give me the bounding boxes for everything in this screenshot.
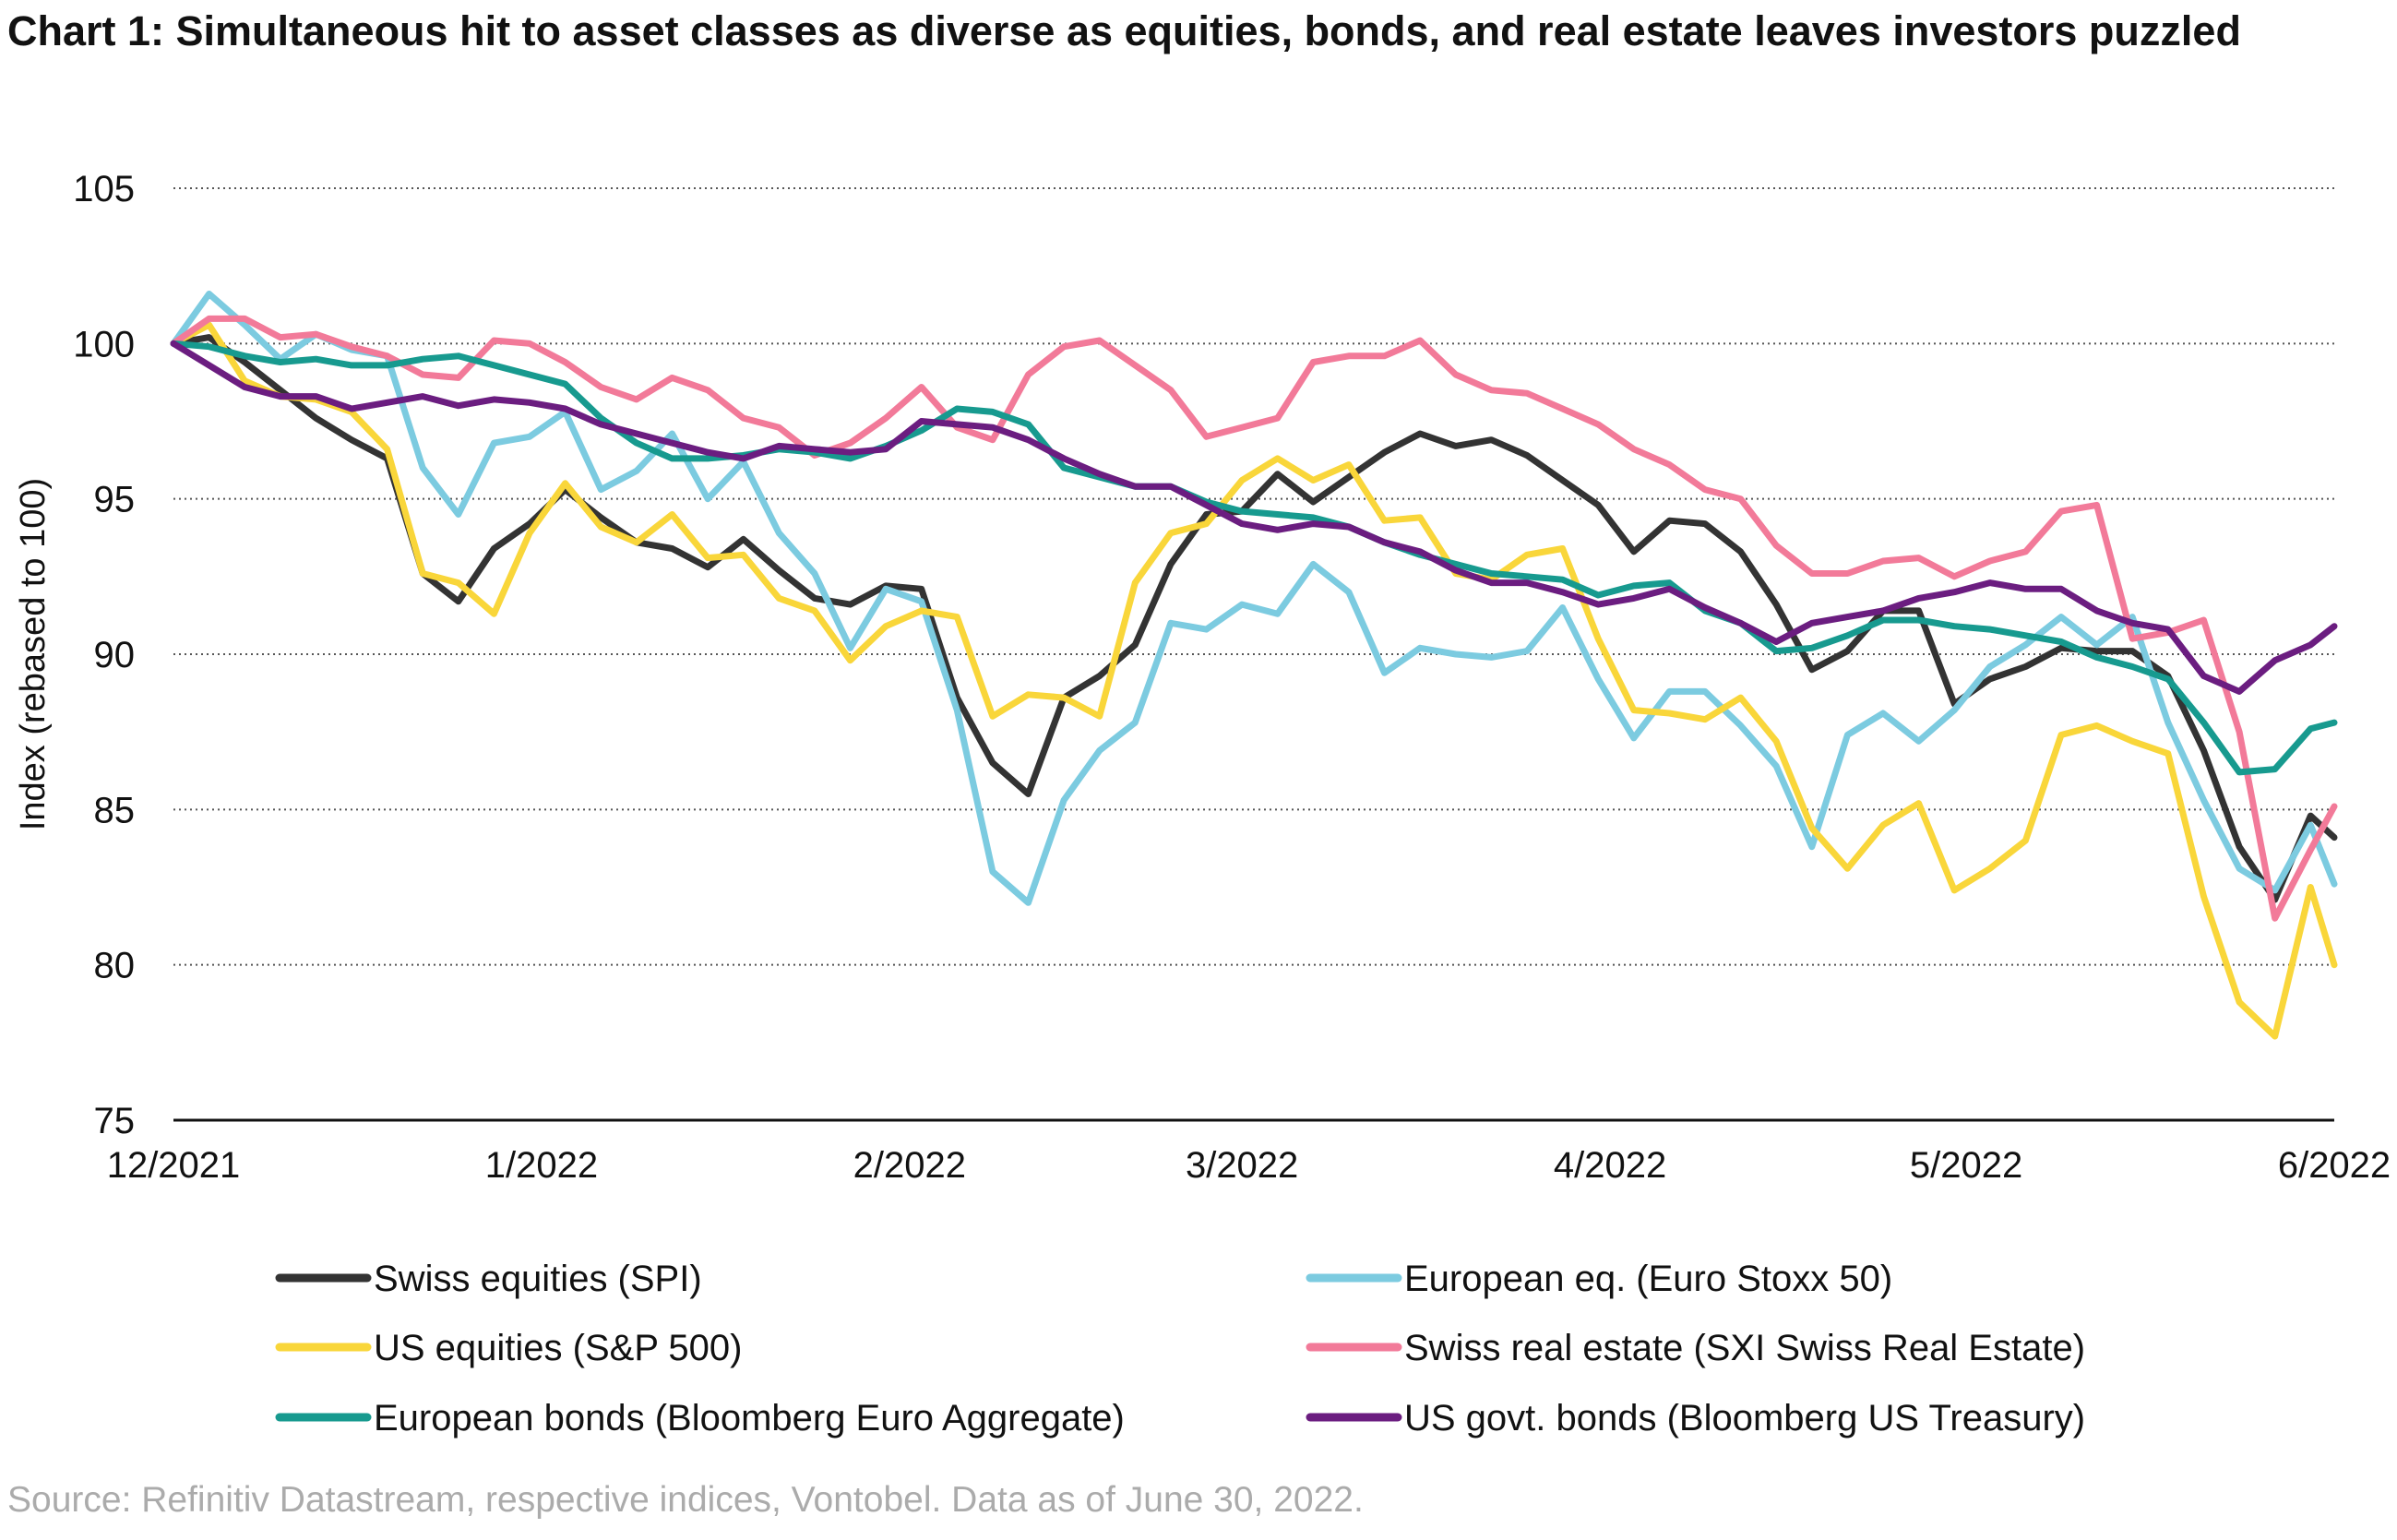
x-tick-label: 3/2022 — [1186, 1145, 1298, 1186]
source-note: Source: Refinitiv Datastream, respective… — [7, 1480, 1364, 1520]
legend-label: Swiss equities (SPI) — [374, 1259, 702, 1299]
x-tick-label: 6/2022 — [2278, 1145, 2391, 1186]
y-tick-label: 90 — [94, 635, 136, 675]
y-axis-label: Index (rebased to 100) — [14, 478, 53, 830]
x-tick-label: 12/2021 — [107, 1145, 241, 1186]
y-tick-label: 95 — [94, 480, 136, 520]
x-tick-label: 5/2022 — [1910, 1145, 2022, 1186]
series-line-5 — [170, 340, 2338, 776]
x-tick-label: 2/2022 — [853, 1145, 966, 1186]
legend-label: European eq. (Euro Stoxx 50) — [1404, 1259, 1892, 1299]
legend-label: US equities (S&P 500) — [374, 1328, 742, 1368]
legend-label: European bonds (Bloomberg Euro Aggregate… — [374, 1398, 1125, 1439]
series-line-2 — [170, 291, 2338, 906]
x-tick-label: 1/2022 — [485, 1145, 598, 1186]
series-line-4 — [170, 315, 2338, 922]
chart-title: Chart 1: Simultaneous hit to asset class… — [7, 7, 2241, 54]
series-line-6 — [170, 340, 2338, 695]
x-tick-label: 4/2022 — [1554, 1145, 1666, 1186]
y-tick-label: 85 — [94, 790, 136, 830]
y-tick-label: 100 — [73, 324, 135, 364]
series-line-3 — [170, 321, 2338, 1040]
y-tick-label: 80 — [94, 946, 136, 986]
y-tick-label: 105 — [73, 169, 135, 209]
y-tick-label: 75 — [94, 1101, 136, 1141]
legend-label: US govt. bonds (Bloomberg US Treasury) — [1404, 1398, 2085, 1439]
series-line-1 — [170, 334, 2338, 903]
legend-label: Swiss real estate (SXI Swiss Real Estate… — [1404, 1328, 2085, 1368]
